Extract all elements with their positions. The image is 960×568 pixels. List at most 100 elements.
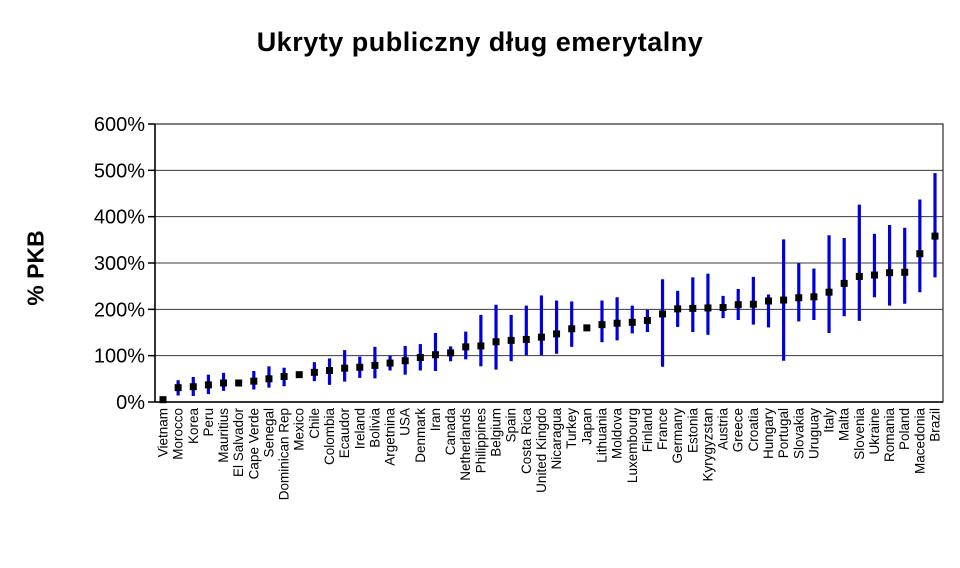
data-marker — [916, 250, 924, 258]
y-tick-label: 100% — [94, 346, 145, 368]
data-marker — [477, 342, 485, 350]
data-marker — [235, 379, 243, 387]
x-tick-label: Portugal — [776, 408, 791, 458]
data-marker — [810, 293, 818, 301]
x-tick-label: Estonia — [685, 408, 700, 454]
data-marker — [568, 325, 576, 333]
x-tick-label: Kyrygyzstan — [700, 408, 715, 482]
x-tick-label: Costa Rica — [519, 408, 534, 475]
data-marker — [371, 361, 379, 369]
x-tick-label: Ukraine — [867, 408, 882, 455]
data-marker — [553, 330, 561, 338]
data-marker — [598, 321, 606, 329]
y-tick-label: 600% — [94, 114, 145, 136]
x-tick-label: Morocco — [171, 408, 186, 460]
data-marker — [174, 384, 182, 392]
data-marker — [431, 351, 439, 359]
data-marker — [401, 357, 409, 365]
x-tick-label: Ireland — [352, 408, 367, 449]
data-marker — [840, 279, 848, 287]
data-marker — [295, 371, 303, 379]
y-tick-label: 400% — [94, 207, 145, 229]
data-marker — [537, 333, 545, 341]
y-tick-label: 200% — [94, 299, 145, 321]
x-tick-label: Mauritius — [216, 408, 231, 463]
x-tick-label: Vietnam — [156, 408, 171, 457]
data-marker — [613, 319, 621, 327]
x-tick-label: Slovenia — [852, 408, 867, 460]
x-tick-label: Chile — [307, 408, 322, 439]
data-marker — [795, 294, 803, 302]
x-tick-label: Nicaragua — [549, 408, 564, 470]
x-tick-label: Brazil — [928, 408, 943, 442]
data-marker — [643, 316, 651, 324]
data-marker — [280, 373, 288, 381]
x-tick-label: Germany — [670, 408, 685, 464]
data-marker — [310, 368, 318, 376]
data-marker — [855, 272, 863, 280]
data-marker — [462, 343, 470, 351]
x-tick-label: Canada — [443, 408, 458, 456]
data-marker — [870, 271, 878, 279]
data-marker — [674, 305, 682, 313]
x-tick-label: Belgium — [489, 408, 504, 457]
x-tick-label: Italy — [822, 408, 837, 433]
x-tick-label: Senegal — [261, 408, 276, 458]
x-tick-label: Argetnina — [383, 408, 398, 466]
x-tick-label: France — [655, 408, 670, 450]
data-marker — [886, 269, 894, 277]
y-axis-title: % PKB — [22, 230, 49, 306]
x-tick-label: El Salvador — [231, 408, 246, 478]
data-marker — [356, 363, 364, 371]
x-tick-label: Mexico — [292, 408, 307, 451]
data-marker — [628, 318, 636, 326]
data-marker — [764, 297, 772, 305]
x-tick-label: Peru — [201, 408, 216, 437]
x-tick-label: Colombia — [322, 408, 337, 466]
x-tick-label: United Kingdo — [534, 408, 549, 493]
x-tick-label: Croatia — [746, 408, 761, 452]
data-marker — [719, 303, 727, 311]
x-tick-label: Ecaudor — [337, 408, 352, 459]
x-tick-label: Spain — [504, 408, 519, 443]
data-marker — [901, 268, 909, 276]
x-tick-label: Poland — [897, 408, 912, 450]
y-tick-label: 300% — [94, 253, 145, 275]
data-marker — [931, 232, 939, 240]
data-marker — [522, 335, 530, 343]
x-tick-label: Netherlands — [458, 408, 473, 481]
data-marker — [265, 375, 273, 383]
x-tick-label: Turkey — [564, 408, 579, 449]
data-marker — [689, 304, 697, 312]
x-tick-label: Hungary — [761, 408, 776, 459]
data-marker — [492, 338, 500, 346]
x-tick-label: Cape Verde — [246, 408, 261, 479]
x-tick-label: Luxembourg — [625, 408, 640, 483]
x-tick-label: Romania — [882, 408, 897, 463]
data-marker — [749, 300, 757, 308]
x-tick-label: Slovakia — [791, 408, 806, 460]
data-marker — [447, 349, 455, 357]
x-tick-label: Finland — [640, 408, 655, 452]
data-marker — [659, 310, 667, 318]
data-marker — [704, 304, 712, 312]
data-marker — [220, 379, 228, 387]
x-tick-label: Moldova — [610, 408, 625, 460]
x-tick-label: Dominican Rep — [277, 408, 292, 500]
x-tick-label: Malta — [837, 408, 852, 442]
data-marker — [386, 359, 394, 367]
x-tick-label: Greece — [731, 408, 746, 452]
x-tick-label: Iran — [428, 408, 443, 431]
x-tick-label: USA — [398, 408, 413, 436]
data-marker — [583, 324, 591, 332]
data-marker — [204, 381, 212, 389]
x-tick-label: Korea — [186, 408, 201, 445]
data-marker — [734, 301, 742, 309]
data-marker — [341, 364, 349, 372]
x-tick-label: Macedonia — [912, 408, 927, 475]
data-marker — [416, 354, 424, 362]
x-tick-label: Austria — [716, 408, 731, 451]
data-marker — [326, 366, 334, 374]
